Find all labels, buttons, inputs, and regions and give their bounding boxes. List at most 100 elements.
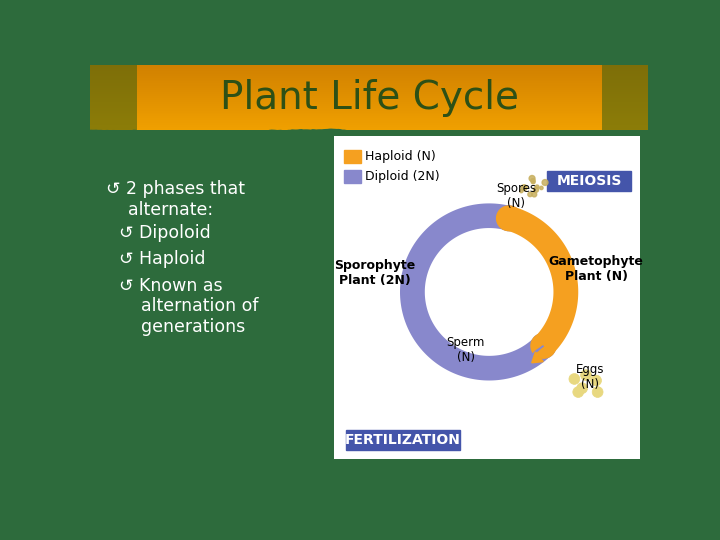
Bar [334, 136, 640, 459]
Bar [90, 80, 648, 81]
Bar [346, 430, 461, 450]
Circle shape [520, 190, 523, 193]
Text: Gametophyte
Plant (N): Gametophyte Plant (N) [549, 255, 644, 283]
Circle shape [590, 375, 601, 386]
Bar [90, 104, 648, 105]
Bar [90, 70, 648, 71]
Bar [90, 95, 648, 97]
Bar [90, 117, 648, 118]
Text: FERTILIZATION: FERTILIZATION [345, 433, 461, 447]
Bar [90, 121, 648, 123]
Bar [90, 69, 648, 70]
Text: Sporophyte
Plant (2N): Sporophyte Plant (2N) [334, 259, 415, 287]
Bar [90, 113, 648, 115]
Bar [90, 79, 648, 80]
Bar [90, 119, 648, 120]
Bar [90, 74, 648, 76]
Text: ↺ 2 phases that
    alternate:: ↺ 2 phases that alternate: [106, 180, 245, 219]
Bar [90, 98, 648, 100]
Bar [90, 83, 648, 84]
Bar [90, 109, 648, 111]
Bar [90, 85, 648, 86]
Text: Spores
(N): Spores (N) [496, 181, 536, 210]
Bar [90, 73, 648, 75]
Bar [90, 108, 648, 110]
Text: Haploid (N): Haploid (N) [365, 150, 436, 163]
Bar [344, 170, 361, 183]
Circle shape [540, 186, 543, 190]
Bar [90, 125, 648, 127]
Text: Plant Life Cycle: Plant Life Cycle [220, 78, 518, 117]
Circle shape [521, 185, 527, 191]
Bar [90, 93, 648, 94]
Bar [90, 100, 648, 102]
Bar [90, 68, 648, 69]
Bar [90, 94, 648, 96]
Circle shape [580, 370, 591, 381]
Polygon shape [522, 220, 534, 233]
Bar [90, 118, 648, 119]
Bar [90, 86, 648, 87]
Polygon shape [532, 352, 543, 363]
Bar [90, 66, 648, 68]
Bar [90, 84, 648, 85]
Bar [90, 107, 648, 109]
Circle shape [593, 387, 603, 397]
Text: MEIOSIS: MEIOSIS [557, 174, 622, 188]
Bar [338, 141, 453, 193]
Bar [90, 82, 648, 83]
Bar [344, 150, 361, 163]
Circle shape [529, 176, 535, 181]
Polygon shape [526, 346, 544, 361]
Bar [90, 78, 648, 79]
Polygon shape [550, 318, 563, 338]
Polygon shape [400, 204, 552, 381]
Bar [90, 97, 648, 99]
Circle shape [577, 383, 588, 394]
Bar [90, 129, 648, 130]
Polygon shape [555, 291, 567, 303]
Bar [90, 114, 648, 116]
Circle shape [532, 192, 536, 197]
Circle shape [531, 179, 535, 183]
Bar [90, 91, 648, 92]
Text: ↺ Known as
    alternation of
    generations: ↺ Known as alternation of generations [120, 276, 259, 336]
Bar [90, 87, 648, 89]
Bar [90, 126, 648, 128]
Circle shape [573, 387, 584, 397]
Text: Diploid (2N): Diploid (2N) [365, 170, 440, 183]
Circle shape [531, 334, 556, 358]
Circle shape [531, 334, 556, 358]
Bar [90, 65, 648, 67]
Bar [90, 64, 648, 66]
Bar [90, 103, 648, 104]
Bar [90, 127, 648, 129]
Bar [90, 92, 648, 93]
Text: ↺ Haploid: ↺ Haploid [120, 249, 206, 268]
Bar [90, 110, 648, 112]
Circle shape [534, 187, 539, 192]
Bar [90, 124, 648, 126]
Bar [90, 77, 648, 78]
Bar [601, 65, 648, 130]
Bar [90, 99, 648, 101]
Circle shape [536, 185, 539, 188]
Circle shape [569, 374, 580, 384]
Polygon shape [505, 206, 578, 355]
Circle shape [523, 185, 527, 189]
Text: ↺ Dipoloid: ↺ Dipoloid [120, 224, 211, 242]
Bar [90, 111, 648, 113]
Bar [90, 112, 648, 114]
Bar [90, 123, 648, 125]
Bar [90, 71, 648, 72]
Circle shape [531, 180, 535, 184]
Circle shape [528, 192, 532, 197]
Bar [90, 90, 648, 91]
Bar [90, 75, 648, 77]
Bar [90, 96, 648, 98]
Bar [90, 72, 648, 73]
Bar [90, 102, 648, 103]
Circle shape [497, 206, 521, 231]
Bar [90, 65, 137, 130]
Bar [90, 81, 648, 82]
